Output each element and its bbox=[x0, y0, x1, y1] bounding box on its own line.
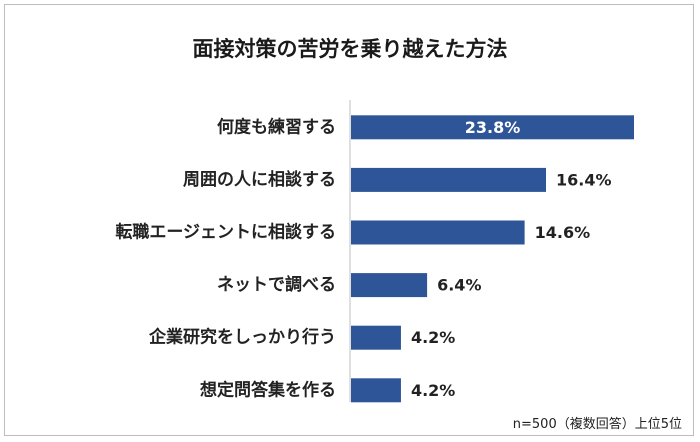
category-label: 周囲の人に相談する bbox=[183, 169, 336, 190]
category-label: ネットで調べる bbox=[217, 274, 336, 295]
category-label: 何度も練習する bbox=[217, 116, 336, 137]
chart-frame bbox=[4, 4, 694, 436]
bar bbox=[351, 115, 634, 140]
bar bbox=[351, 167, 547, 192]
sample-note: n=500（複数回答）上位5位 bbox=[512, 417, 682, 432]
value-label: 4.2% bbox=[411, 381, 455, 400]
category-label: 想定問答集を作る bbox=[200, 379, 336, 400]
value-label: 16.4% bbox=[556, 170, 612, 189]
value-label: 14.6% bbox=[535, 223, 591, 242]
value-label: 6.4% bbox=[437, 276, 481, 295]
value-label: 4.2% bbox=[411, 328, 455, 347]
category-label: 企業研究をしっかり行う bbox=[148, 327, 336, 348]
chart-title: 面接対策の苦労を乗り越えた方法 bbox=[192, 37, 508, 61]
bar bbox=[351, 325, 401, 350]
value-label: 23.8% bbox=[465, 118, 521, 137]
category-label: 転職エージェントに相談する bbox=[115, 222, 336, 243]
bar bbox=[351, 378, 401, 403]
bar bbox=[351, 273, 428, 298]
bar bbox=[351, 220, 525, 245]
